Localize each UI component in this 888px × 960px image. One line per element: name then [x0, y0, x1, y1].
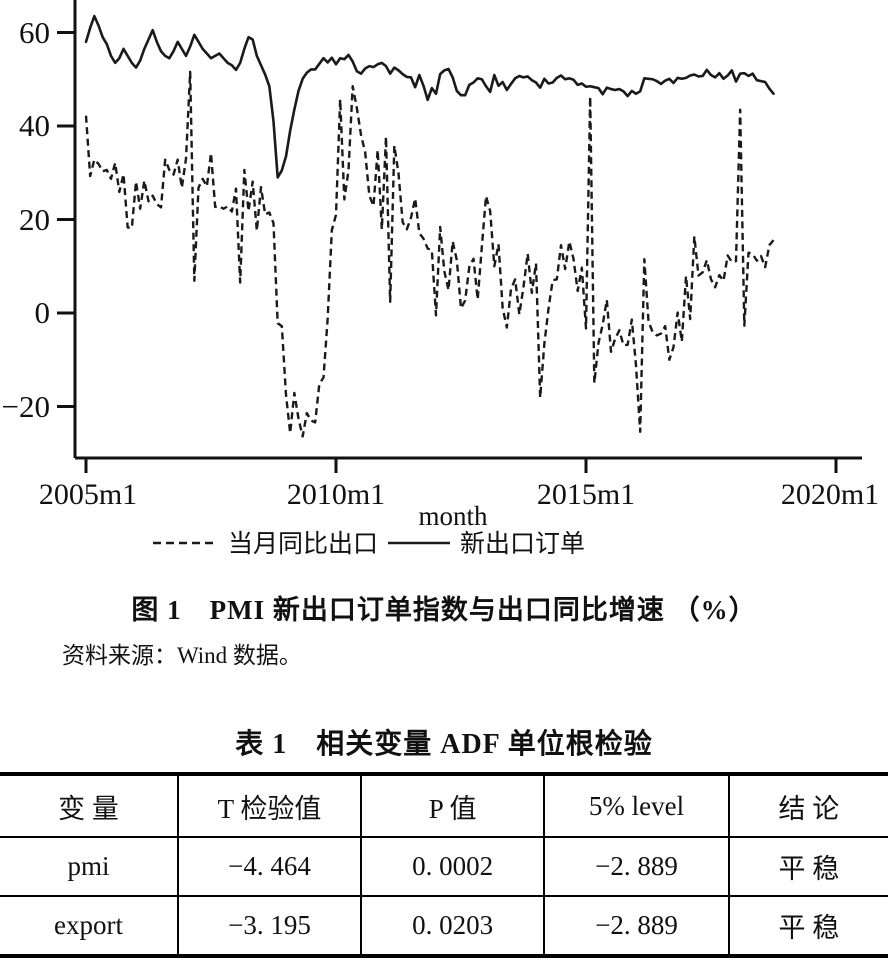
pmi-series-line [84, 14, 775, 179]
table-row-pmi: pmi −4. 464 0. 0002 −2. 889 平 稳 [0, 837, 888, 897]
x-tick-label: 2020m1 [781, 478, 879, 511]
table-header-row: 变 量 T 检验值 P 值 5% level 结 论 [0, 774, 888, 838]
figure-source: 资料来源：Wind 数据。 [62, 643, 302, 668]
cell-variable: export [53, 910, 123, 940]
y-tick-label: 60 [19, 15, 50, 50]
figure-caption: 图 1 PMI 新出口订单指数与出口同比增速 （%） [131, 595, 757, 625]
cell-t-stat: −3. 195 [176, 896, 361, 956]
legend-label-pmi: 新出口订单 [460, 530, 585, 558]
y-tick-label: 20 [19, 202, 50, 237]
figure-chart: 60 40 20 0 −20 2005m1 2010m1 2015m1 2020… [2, 0, 879, 558]
x-tick-label: 2005m1 [39, 478, 137, 511]
x-axis-title: month [418, 501, 488, 531]
cell-5pct-level: −2. 889 [543, 837, 729, 897]
x-tick-label: 2010m1 [287, 478, 385, 511]
header-variable: 变 量 [0, 774, 178, 838]
x-tick-label: 2015m1 [537, 478, 635, 511]
y-axis: 60 40 20 0 −20 [2, 0, 77, 458]
x-axis: 2005m1 2010m1 2015m1 2020m1 month [39, 456, 879, 531]
cell-variable: pmi [0, 837, 178, 897]
table-title: 表 1 相关变量 ADF 单位根检验 [235, 729, 653, 760]
adf-table: 变 量 T 检验值 P 值 5% level 结 论 pmi −4. 464 0… [0, 772, 888, 958]
legend-label-export: 当月同比出口 [228, 530, 378, 558]
chart-legend: 当月同比出口 新出口订单 [153, 530, 585, 558]
header-conclusion: 结 论 [727, 774, 888, 838]
cell-t-stat: −4. 464 [176, 837, 361, 897]
cell-p-value: 0. 0002 [359, 837, 545, 897]
export-series-line [84, 70, 775, 438]
cell-p-value: 0. 0203 [359, 896, 545, 956]
cell-5pct-level: −2. 889 [543, 896, 729, 956]
header-p-value: P 值 [359, 774, 545, 838]
y-tick-label: 0 [35, 295, 51, 330]
table-row-export: export −3. 195 0. 0203 −2. 889 平 稳 [0, 896, 888, 956]
cell-conclusion: 平 稳 [727, 837, 888, 897]
cell-conclusion: 平 稳 [727, 896, 888, 956]
y-tick-label: 40 [19, 108, 50, 143]
header-t-stat: T 检验值 [176, 774, 361, 838]
y-tick-label: −20 [2, 389, 50, 424]
header-5pct-level: 5% level [543, 774, 729, 838]
